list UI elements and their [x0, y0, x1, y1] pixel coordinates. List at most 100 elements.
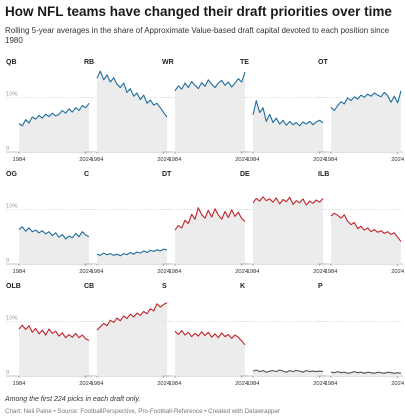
area-te	[253, 100, 323, 152]
panel-label-qb: QB	[6, 59, 17, 66]
panel-qb: QB 0 10% 1984 2024	[6, 59, 93, 163]
y-tick-label-qb-0: 0	[6, 146, 9, 152]
panel-label-olb: OLB	[6, 283, 21, 290]
panel-label-c: C	[84, 171, 89, 178]
line-ilb	[330, 212, 402, 242]
x-tick-label-c-0: 1984	[91, 269, 105, 275]
x-tick-label-c-1: 2024	[157, 269, 171, 275]
line-s	[174, 330, 246, 346]
x-tick-label-dt-1: 2024	[235, 269, 249, 275]
x-tick-label-rb-0: 1984	[91, 157, 105, 163]
x-tick-label-dt-0: 1984	[169, 269, 183, 275]
area-s	[175, 330, 245, 376]
x-tick-label-og-0: 1984	[13, 269, 27, 275]
y-tick-label-og-1: 10%	[6, 203, 18, 209]
x-tick-label-de-0: 1984	[247, 269, 261, 275]
chart-title: How NFL teams have changed their draft p…	[5, 4, 392, 19]
panel-de: DE 1984 2024	[240, 171, 327, 275]
x-tick-label-cb-0: 1984	[91, 381, 105, 387]
line-og	[18, 226, 90, 240]
area-qb	[19, 103, 89, 152]
panel-label-cb: CB	[84, 283, 94, 290]
x-tick-label-de-1: 2024	[313, 269, 327, 275]
panel-wr: WR 1984 2024	[162, 59, 249, 163]
panel-label-k: K	[240, 283, 245, 290]
line-wr	[174, 72, 246, 92]
x-tick-label-wr-1: 2024	[235, 157, 249, 163]
line-k	[252, 369, 324, 373]
x-tick-label-ot-1: 2024	[391, 157, 405, 163]
x-tick-label-s-0: 1984	[169, 381, 183, 387]
x-tick-label-og-1: 2024	[79, 269, 93, 275]
panel-c: C 1984 2024	[84, 171, 171, 275]
x-tick-label-cb-1: 2024	[157, 381, 171, 387]
x-tick-label-ilb-0: 1984	[325, 269, 339, 275]
panel-k: K 1984 2024	[240, 283, 327, 387]
area-rb	[97, 71, 167, 152]
panel-label-de: DE	[240, 171, 250, 178]
panel-rb: RB 1984 2024	[84, 59, 171, 163]
line-olb	[18, 324, 90, 341]
line-te	[252, 100, 324, 127]
x-tick-label-ilb-1: 2024	[391, 269, 405, 275]
panel-ilb: ILB 1984 2024	[318, 171, 405, 275]
area-c	[97, 249, 167, 264]
area-ilb	[331, 213, 401, 264]
panel-cb: CB 1984 2024	[84, 283, 171, 387]
panel-p: P 1984 2024	[318, 283, 405, 387]
area-dt	[175, 207, 245, 264]
source-credit: Chart: Neil Paine • Source: FootballPers…	[5, 408, 280, 415]
area-cb	[97, 302, 167, 376]
y-tick-label-olb-1: 10%	[6, 315, 18, 321]
line-de	[252, 196, 324, 206]
x-tick-label-k-1: 2024	[313, 381, 327, 387]
panel-te: TE 1984 2024	[240, 59, 327, 163]
panel-label-wr: WR	[162, 59, 174, 66]
line-dt	[174, 207, 246, 231]
footnote: Among the first 224 picks in each draft …	[5, 396, 141, 403]
x-tick-label-p-0: 1984	[325, 381, 339, 387]
panel-dt: DT 1984 2024	[162, 171, 249, 275]
line-cb	[96, 302, 168, 331]
panel-s: S 1984 2024	[162, 283, 249, 387]
panel-olb: OLB 0 10% 1984 2024	[6, 283, 93, 387]
panel-label-ilb: ILB	[318, 171, 329, 178]
line-rb	[96, 70, 168, 118]
x-tick-label-te-1: 2024	[313, 157, 327, 163]
line-qb	[18, 102, 90, 127]
x-tick-label-olb-1: 2024	[79, 381, 93, 387]
x-tick-label-wr-0: 1984	[169, 157, 183, 163]
area-wr	[175, 72, 245, 152]
panel-label-dt: DT	[162, 171, 172, 178]
x-tick-label-p-1: 2024	[391, 381, 405, 387]
chart-subtitle: Rolling 5-year averages in the share of …	[5, 26, 390, 45]
panel-label-rb: RB	[84, 59, 94, 66]
panel-label-p: P	[318, 283, 323, 290]
panel-label-s: S	[162, 283, 167, 290]
y-tick-label-olb-0: 0	[6, 370, 9, 376]
x-tick-label-rb-1: 2024	[157, 157, 171, 163]
x-tick-label-te-0: 1984	[247, 157, 261, 163]
line-ot	[330, 90, 402, 112]
panel-label-ot: OT	[318, 59, 328, 66]
y-tick-label-og-0: 0	[6, 258, 9, 264]
area-olb	[19, 325, 89, 376]
x-tick-label-qb-1: 2024	[79, 157, 93, 163]
x-tick-label-olb-0: 1984	[13, 381, 27, 387]
y-tick-label-qb-1: 10%	[6, 91, 18, 97]
x-tick-label-k-0: 1984	[247, 381, 261, 387]
line-c	[96, 248, 168, 257]
panel-label-og: OG	[6, 171, 17, 178]
area-ot	[331, 90, 401, 152]
panel-ot: OT 1984 2024	[318, 59, 405, 163]
x-tick-label-s-1: 2024	[235, 381, 249, 387]
panel-og: OG 0 10% 1984 2024	[6, 171, 93, 275]
panel-label-te: TE	[240, 59, 249, 66]
line-p	[330, 371, 402, 374]
x-tick-label-qb-0: 1984	[13, 157, 27, 163]
area-p	[331, 371, 401, 376]
area-og	[19, 226, 89, 264]
x-tick-label-ot-0: 1984	[325, 157, 339, 163]
area-de	[253, 196, 323, 264]
